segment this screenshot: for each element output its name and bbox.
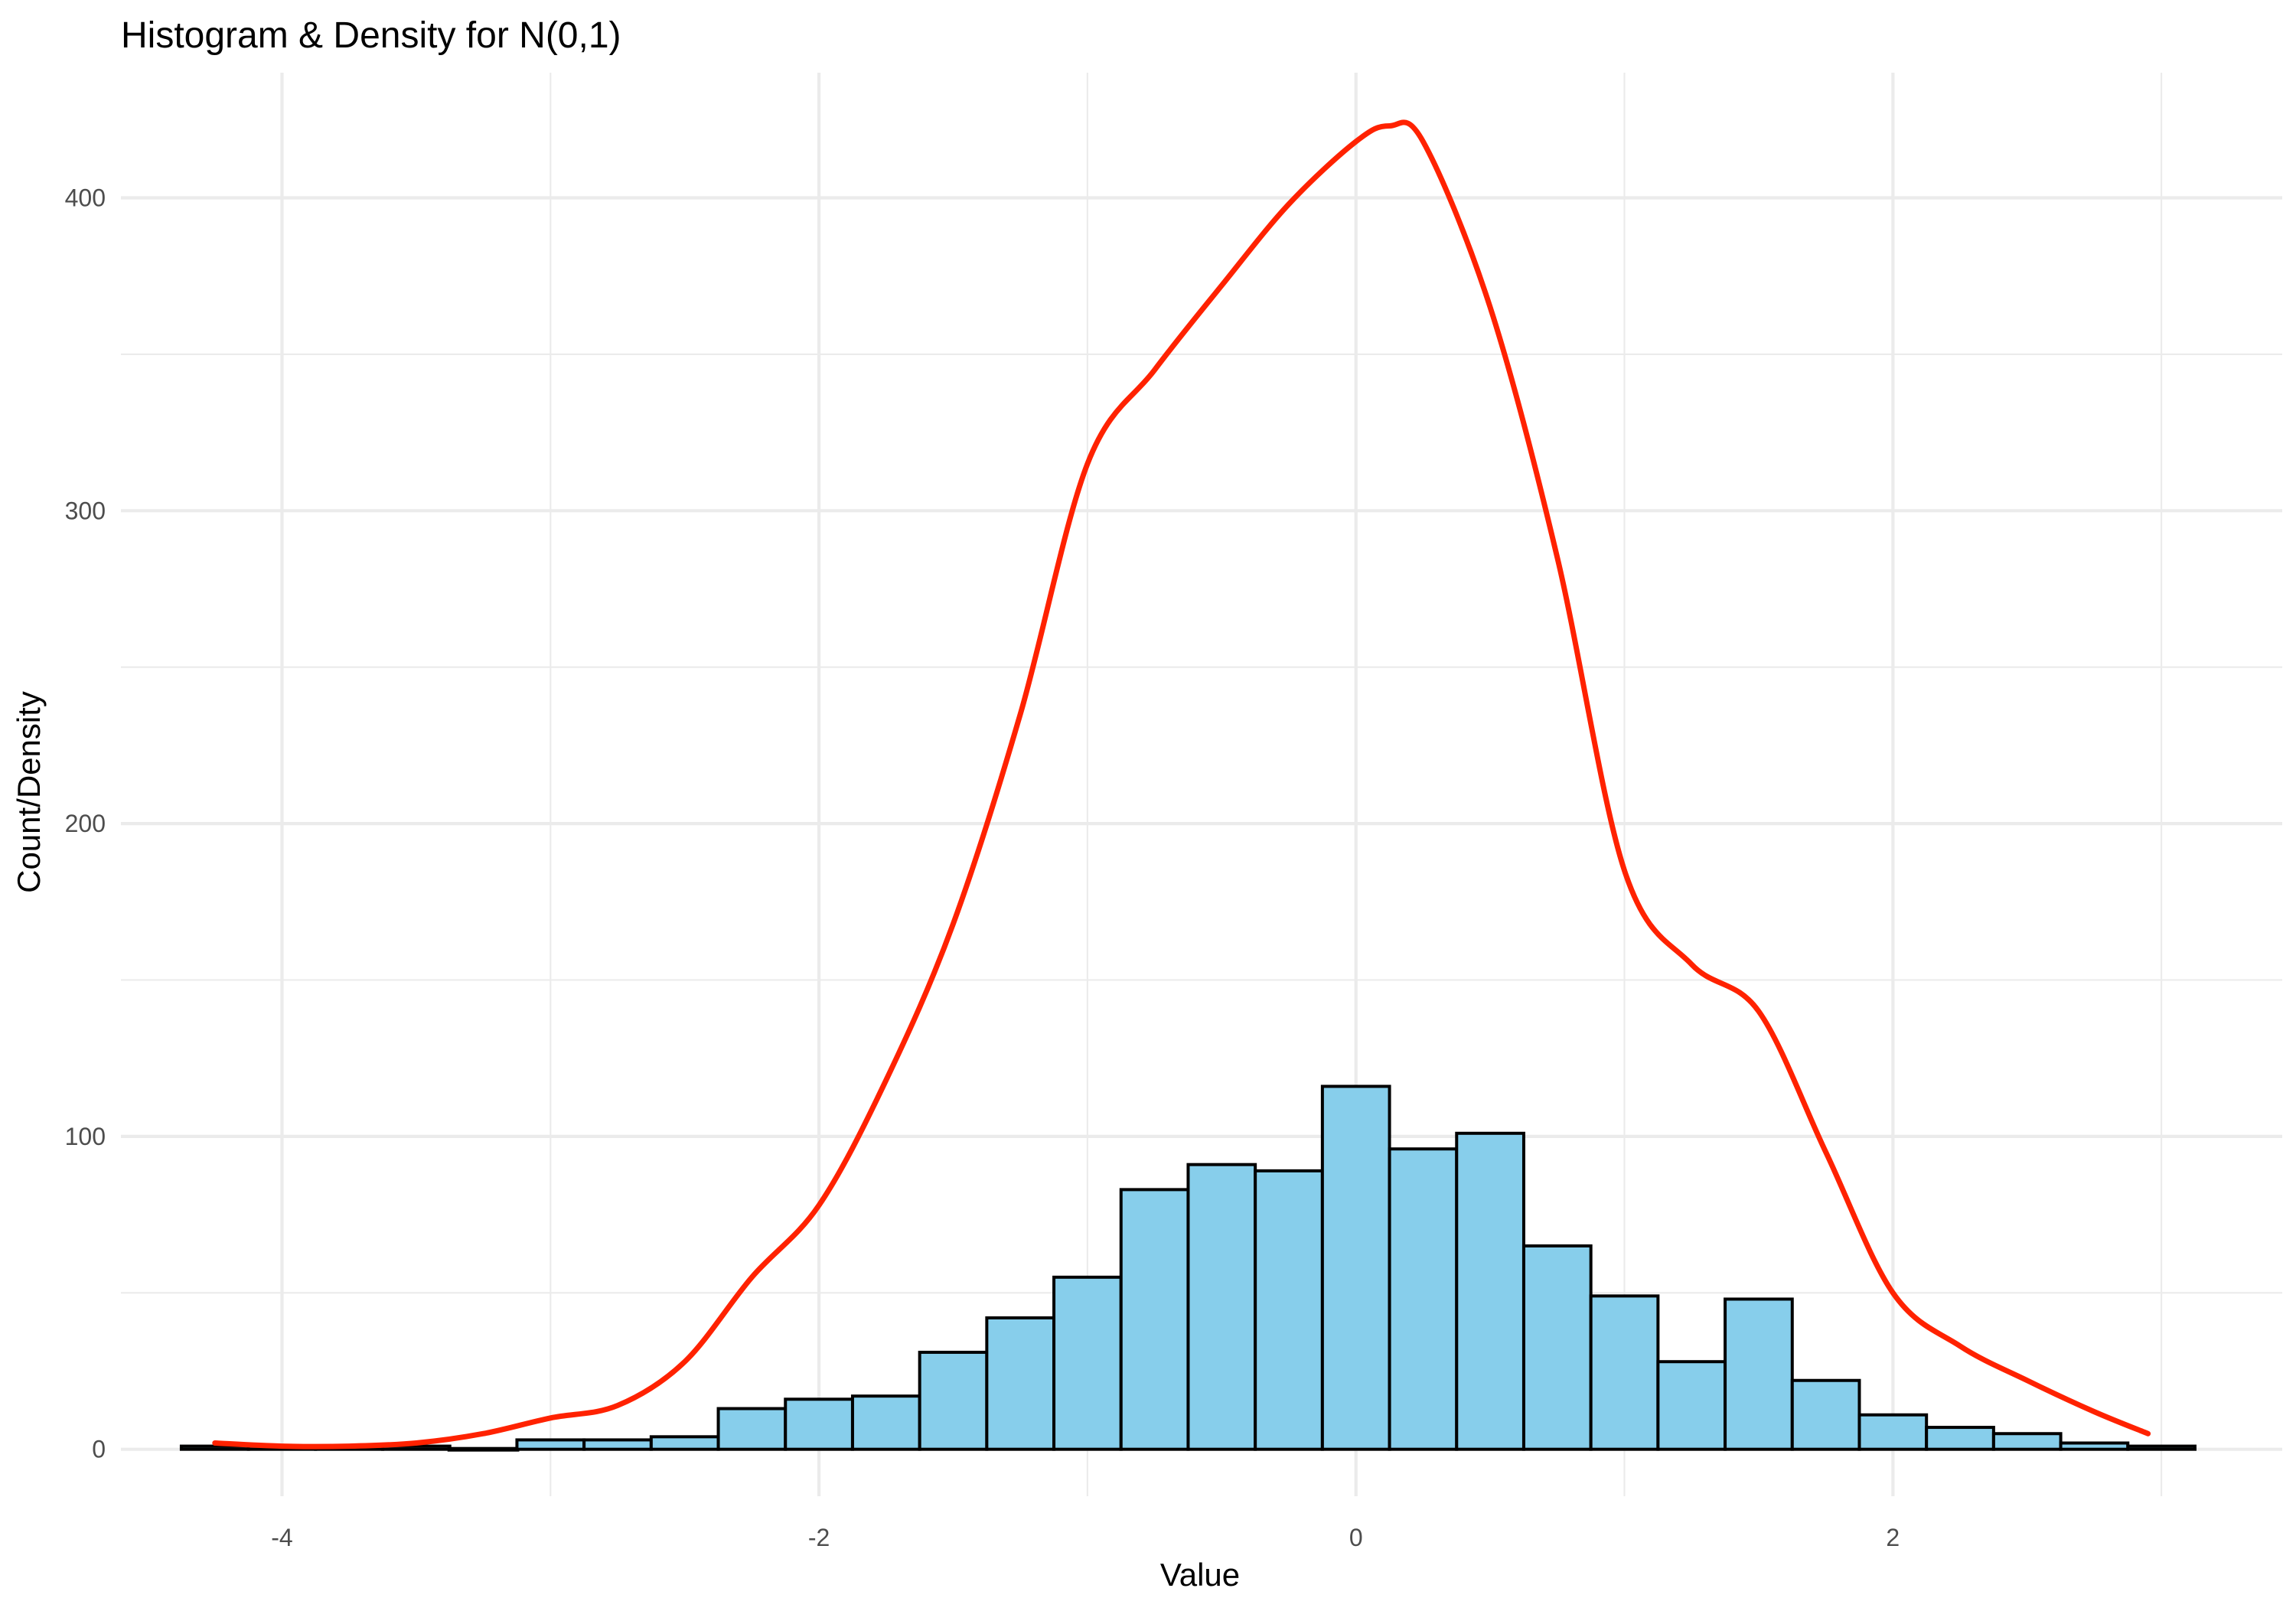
histogram-bar bbox=[1591, 1296, 1658, 1449]
histogram-bar bbox=[651, 1437, 719, 1449]
y-tick-label: 400 bbox=[65, 184, 106, 212]
histogram-bar bbox=[1926, 1427, 1994, 1450]
histogram-bar bbox=[785, 1399, 853, 1449]
histogram-bar bbox=[1725, 1299, 1792, 1449]
histogram-bar bbox=[920, 1352, 987, 1450]
y-tick-label: 300 bbox=[65, 497, 106, 524]
x-tick-label: -2 bbox=[808, 1524, 830, 1551]
histogram-bar bbox=[1054, 1277, 1121, 1450]
y-tick-label: 200 bbox=[65, 810, 106, 837]
y-tick-label: 100 bbox=[65, 1123, 106, 1150]
histogram-bar bbox=[1859, 1415, 1926, 1450]
histogram-bar bbox=[2128, 1446, 2195, 1450]
chart-title: Histogram & Density for N(0,1) bbox=[121, 15, 621, 56]
x-tick-label: 0 bbox=[1349, 1524, 1363, 1551]
histogram-bar bbox=[1524, 1246, 1591, 1450]
x-axis-title: Value bbox=[1160, 1557, 1240, 1593]
y-axis-title: Count/Density bbox=[11, 691, 47, 893]
histogram-bar bbox=[1121, 1189, 1189, 1449]
histogram-bar bbox=[584, 1440, 651, 1449]
histogram-bar bbox=[987, 1318, 1054, 1450]
histogram-bar bbox=[1255, 1171, 1322, 1450]
histogram-bar bbox=[1994, 1433, 2061, 1449]
histogram-bar bbox=[2061, 1443, 2128, 1450]
histogram-bar bbox=[1792, 1381, 1860, 1450]
x-tick-label: -4 bbox=[271, 1524, 292, 1551]
y-tick-label: 0 bbox=[92, 1436, 106, 1463]
histogram-bar bbox=[1390, 1149, 1457, 1449]
histogram-bar bbox=[1322, 1086, 1390, 1449]
histogram-bar bbox=[1658, 1362, 1725, 1449]
histogram-bar bbox=[853, 1396, 920, 1449]
histogram-bar bbox=[517, 1440, 584, 1449]
histogram-bar bbox=[1188, 1165, 1255, 1450]
histogram-bar bbox=[719, 1409, 786, 1450]
histogram-bar bbox=[1456, 1133, 1524, 1450]
x-tick-label: 2 bbox=[1886, 1524, 1900, 1551]
